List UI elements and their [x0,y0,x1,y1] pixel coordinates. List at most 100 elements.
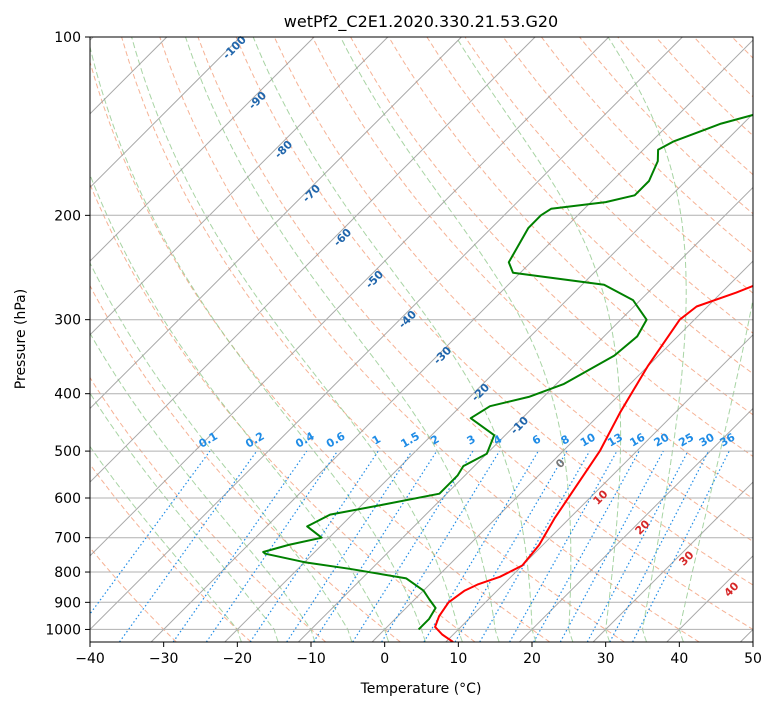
mixing-ratio-label: 3 [465,433,478,448]
mixing-ratio-label: 0.6 [324,429,348,450]
x-tick-label: 40 [670,651,688,667]
dry-adiabat-line [90,546,177,642]
mixing-ratio-label: 0.1 [196,430,219,451]
dry-adiabat-label: -30 [431,344,454,367]
y-tick-label: 300 [54,313,81,329]
y-tick-label: 100 [54,30,81,46]
mixing-ratio-line [286,450,413,642]
dry-adiabat-label: -50 [363,268,386,291]
dry-adiabat-line [693,37,753,98]
isotherm-line [90,37,315,262]
mixing-ratio-line [172,450,308,642]
plot-frame [89,36,754,643]
isotherm-line [371,260,753,642]
moist-adiabat-label: 10 [591,487,611,507]
mixing-ratio-line [479,450,591,642]
moist-adiabat-line [131,37,463,642]
moist-adiabat-line [90,261,353,642]
x-tick-label: −30 [149,651,179,667]
mixing-ratio-label: 4 [491,432,504,447]
y-tick-label: 800 [54,565,81,581]
moist-adiabat-line [90,173,390,642]
moist-adiabat-line [607,37,687,642]
dry-adiabat-label: -90 [246,89,269,112]
dry-adiabat-label: -70 [300,182,323,205]
mixing-ratio-line [205,450,338,642]
moist-adiabat-line [252,37,537,642]
y-tick-label: 700 [54,531,81,547]
dry-adiabat-line [90,182,476,642]
mixing-ratio-line [312,450,438,642]
isotherm-line [90,37,536,483]
isotherm-line [519,407,753,642]
mixing-ratio-line [609,450,710,642]
moist-adiabat-line [185,37,500,642]
dry-adiabat-line [273,37,753,543]
mixing-ratio-line [533,450,640,642]
isotherm-line [740,628,753,642]
isotherm-line [150,39,753,642]
mixing-ratio-label: 0.2 [243,430,266,451]
dry-adiabat-line [770,37,775,642]
isotherm-line [90,37,389,336]
x-tick-label: 30 [597,651,615,667]
dry-adiabat-line [90,376,327,642]
dry-adiabat-line [655,37,753,137]
moist-adiabat-line [90,392,279,642]
mixing-ratio-label: 6 [530,432,543,447]
moist-adiabat-line [90,332,316,642]
x-tick-label: 0 [380,651,389,667]
dry-adiabat-label: -40 [396,308,419,331]
y-axis-title: Pressure (hPa) [13,289,29,389]
dry-adiabat-line [235,37,753,586]
isotherm-line [90,37,241,189]
dry-adiabat-line [121,37,625,642]
dry-adiabat-label: -60 [331,226,354,249]
dry-adiabat-line [541,37,753,254]
dry-adiabat-label: -20 [469,381,492,404]
x-axis: −40 −30 −20 −10 0 10 20 30 40 50 [75,642,762,667]
mixing-ratio-label: 16 [627,430,647,449]
grid [90,37,775,642]
mixing-ratio-line [586,450,689,642]
mixing-ratio-label: 1.5 [398,430,421,451]
y-tick-label: 400 [54,387,81,403]
x-axis-title: Temperature (°C) [360,681,482,697]
dry-adiabat-line [388,37,753,416]
y-tick-label: 1000 [45,622,81,638]
mixing-ratio-line [632,450,730,642]
mixing-ratio-label: 2 [428,433,441,448]
dry-adiabat-line [90,284,401,642]
isotherm-line [90,37,462,410]
mixing-ratio-line [352,450,474,642]
dry-adiabat-line [90,60,551,642]
moist-adiabat-label: 20 [633,517,653,537]
y-axis: 100 200 300 400 500 600 700 800 900 1000 [45,30,90,638]
mixing-ratio-label: 25 [676,431,696,450]
dry-adiabat-line [502,37,753,294]
mixing-ratio-label: 30 [697,430,717,449]
mixing-ratio-line [381,450,501,642]
dry-adiabat-line [311,37,753,500]
moist-adiabat-line [90,445,242,642]
dry-adiabat-line [617,37,753,176]
y-tick-label: 600 [54,491,81,507]
x-tick-label: −40 [75,651,105,667]
isotherm-line [224,113,753,642]
dry-adiabat-label: -10 [508,414,531,437]
x-tick-label: 20 [523,651,541,667]
mixing-ratio-line [249,450,379,642]
mixing-ratio-line [454,450,568,642]
series-group [262,113,753,642]
isotherm-line [90,37,683,631]
x-tick-label: 10 [449,651,467,667]
y-tick-label: 900 [54,595,81,611]
moist-adiabat-line [340,37,574,642]
dry-adiabat-line [426,37,753,375]
dewpoint-profile-line [262,113,753,631]
dry-adiabat-line [464,37,753,334]
mixing-ratio-label: 1 [370,433,383,448]
dry-adiabat-line [90,463,252,642]
isotherm-line [445,334,753,642]
x-tick-label: 50 [744,651,762,667]
